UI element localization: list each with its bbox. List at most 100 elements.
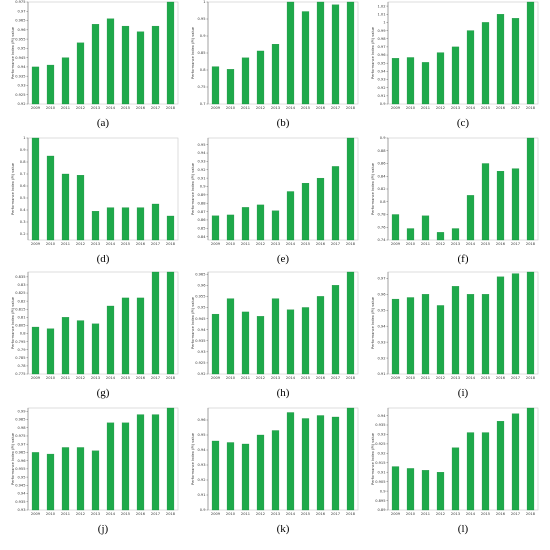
bar (166, 407, 175, 511)
bar (436, 472, 445, 511)
bar (151, 203, 160, 241)
x-tick-label: 2014 (106, 512, 116, 516)
x-tick-label: 2012 (76, 106, 85, 110)
y-tick-label: 0.97 (17, 9, 25, 13)
bar (436, 52, 445, 105)
y-tick-label: 0.86 (197, 218, 206, 222)
x-tick-label: 2009 (31, 106, 41, 110)
bar (106, 305, 115, 375)
y-tick-label: 0.9 (200, 34, 206, 38)
y-tick-label: 0.84 (377, 174, 386, 178)
y-tick-label: 0.9 (380, 489, 386, 493)
bar-chart: 0.93 0.935 0.94 0.945 0.95 0.955 0.96 0.965 0.97… (11, 407, 179, 516)
x-tick-label: 2018 (166, 376, 176, 380)
y-tick-label: 0.98 (377, 37, 386, 41)
y-tick-label: 0.96 (377, 53, 386, 57)
chart-panel: 0.9 0.91 0.92 0.93 0.94 0.95 0.96 Performance I… (188, 406, 362, 520)
y-tick-label: 0.94 (377, 324, 386, 328)
y-tick-label: 0.92 (17, 102, 25, 106)
bar (166, 215, 175, 241)
x-tick-label: 2017 (511, 242, 520, 246)
bar-chart: 0.9 0.91 0.92 0.93 0.94 0.95 0.96 0.97 0.98 0.99 1… (371, 1, 539, 110)
x-tick-label: 2015 (301, 106, 310, 110)
bar (391, 214, 400, 241)
x-tick-label: 2012 (256, 376, 265, 380)
y-tick-label: 0.955 (195, 295, 205, 299)
x-tick-label: 2014 (106, 106, 116, 110)
y-tick-label: 0.91 (377, 94, 385, 98)
x-tick-label: 2012 (256, 242, 265, 246)
y-axis-title: Performance Index (PI) value (191, 432, 195, 485)
bar (331, 166, 340, 241)
y-tick-label: 0.94 (377, 414, 386, 418)
x-tick-label: 2014 (286, 242, 296, 246)
y-tick-label: 0.935 (375, 423, 385, 427)
bar (391, 466, 400, 511)
bar (226, 298, 235, 375)
x-tick-label: 2017 (331, 242, 340, 246)
bar (316, 296, 325, 375)
bar (391, 58, 400, 105)
bar (226, 442, 235, 511)
x-tick-label: 2013 (271, 512, 280, 516)
y-tick-label: 0.95 (197, 17, 205, 21)
x-tick-label: 2018 (526, 376, 536, 380)
chart-panel: 0.2 0.3 0.4 0.5 0.6 0.7 0.8 0.9 1 Performance Ind… (8, 136, 182, 250)
x-tick-label: 2017 (511, 512, 520, 516)
bar (466, 294, 475, 375)
y-tick-label: 0.96 (197, 284, 206, 288)
panel-label: (b) (276, 117, 290, 129)
y-tick-label: 0.91 (197, 493, 205, 497)
y-tick-label: 0.3 (20, 220, 26, 224)
y-tick-label: 0.965 (195, 272, 205, 276)
x-tick-label: 2012 (436, 242, 445, 246)
y-axis-title: Performance Index (PI) value (191, 162, 195, 215)
x-tick-label: 2016 (316, 106, 326, 110)
y-tick-label: 0.9 (200, 185, 206, 189)
bar (121, 422, 130, 511)
x-tick-label: 2011 (61, 376, 70, 380)
x-tick-label: 2011 (421, 512, 430, 516)
panel-label: (f) (457, 253, 469, 265)
bar (481, 22, 490, 105)
x-tick-label: 2014 (106, 376, 116, 380)
bar (31, 326, 40, 375)
y-tick-label: 0.795 (15, 340, 25, 344)
bar (271, 210, 280, 241)
y-tick-label: 1.01 (377, 12, 385, 16)
x-tick-label: 2017 (151, 242, 160, 246)
y-tick-label: 0.95 (377, 308, 385, 312)
x-tick-label: 2009 (31, 512, 41, 516)
x-tick-label: 2016 (136, 106, 146, 110)
bar (496, 276, 505, 375)
x-tick-label: 2010 (226, 242, 236, 246)
y-tick-label: 0.905 (375, 480, 385, 484)
y-tick-label: 0.92 (377, 452, 385, 456)
y-tick-label: 0.86 (377, 162, 386, 166)
bar-chart: 0.74 0.76 0.78 0.8 0.82 0.84 0.86 0.88 0.9 Perfor… (371, 136, 539, 246)
y-tick-label: 0.8 (380, 200, 386, 204)
x-tick-label: 2018 (346, 512, 356, 516)
x-tick-label: 2010 (406, 376, 416, 380)
x-tick-label: 2017 (151, 512, 160, 516)
x-tick-label: 2015 (121, 106, 130, 110)
bar (466, 195, 475, 241)
x-tick-label: 2016 (496, 376, 506, 380)
bar (166, 271, 175, 375)
panel-label: (e) (276, 253, 290, 265)
bar (286, 1, 295, 105)
bar (451, 46, 460, 105)
y-tick-label: 0.91 (377, 470, 385, 474)
y-tick-label: 0.94 (197, 448, 206, 452)
bar (346, 1, 355, 105)
bar (91, 24, 100, 105)
y-tick-label: 0.93 (197, 463, 205, 467)
y-tick-label: 0.93 (197, 350, 205, 354)
bar (46, 328, 55, 375)
bar (211, 66, 220, 105)
y-tick-label: 0.9 (200, 508, 206, 512)
y-tick-label: 0.95 (377, 61, 385, 65)
x-tick-label: 2009 (211, 376, 221, 380)
bar (421, 470, 430, 511)
